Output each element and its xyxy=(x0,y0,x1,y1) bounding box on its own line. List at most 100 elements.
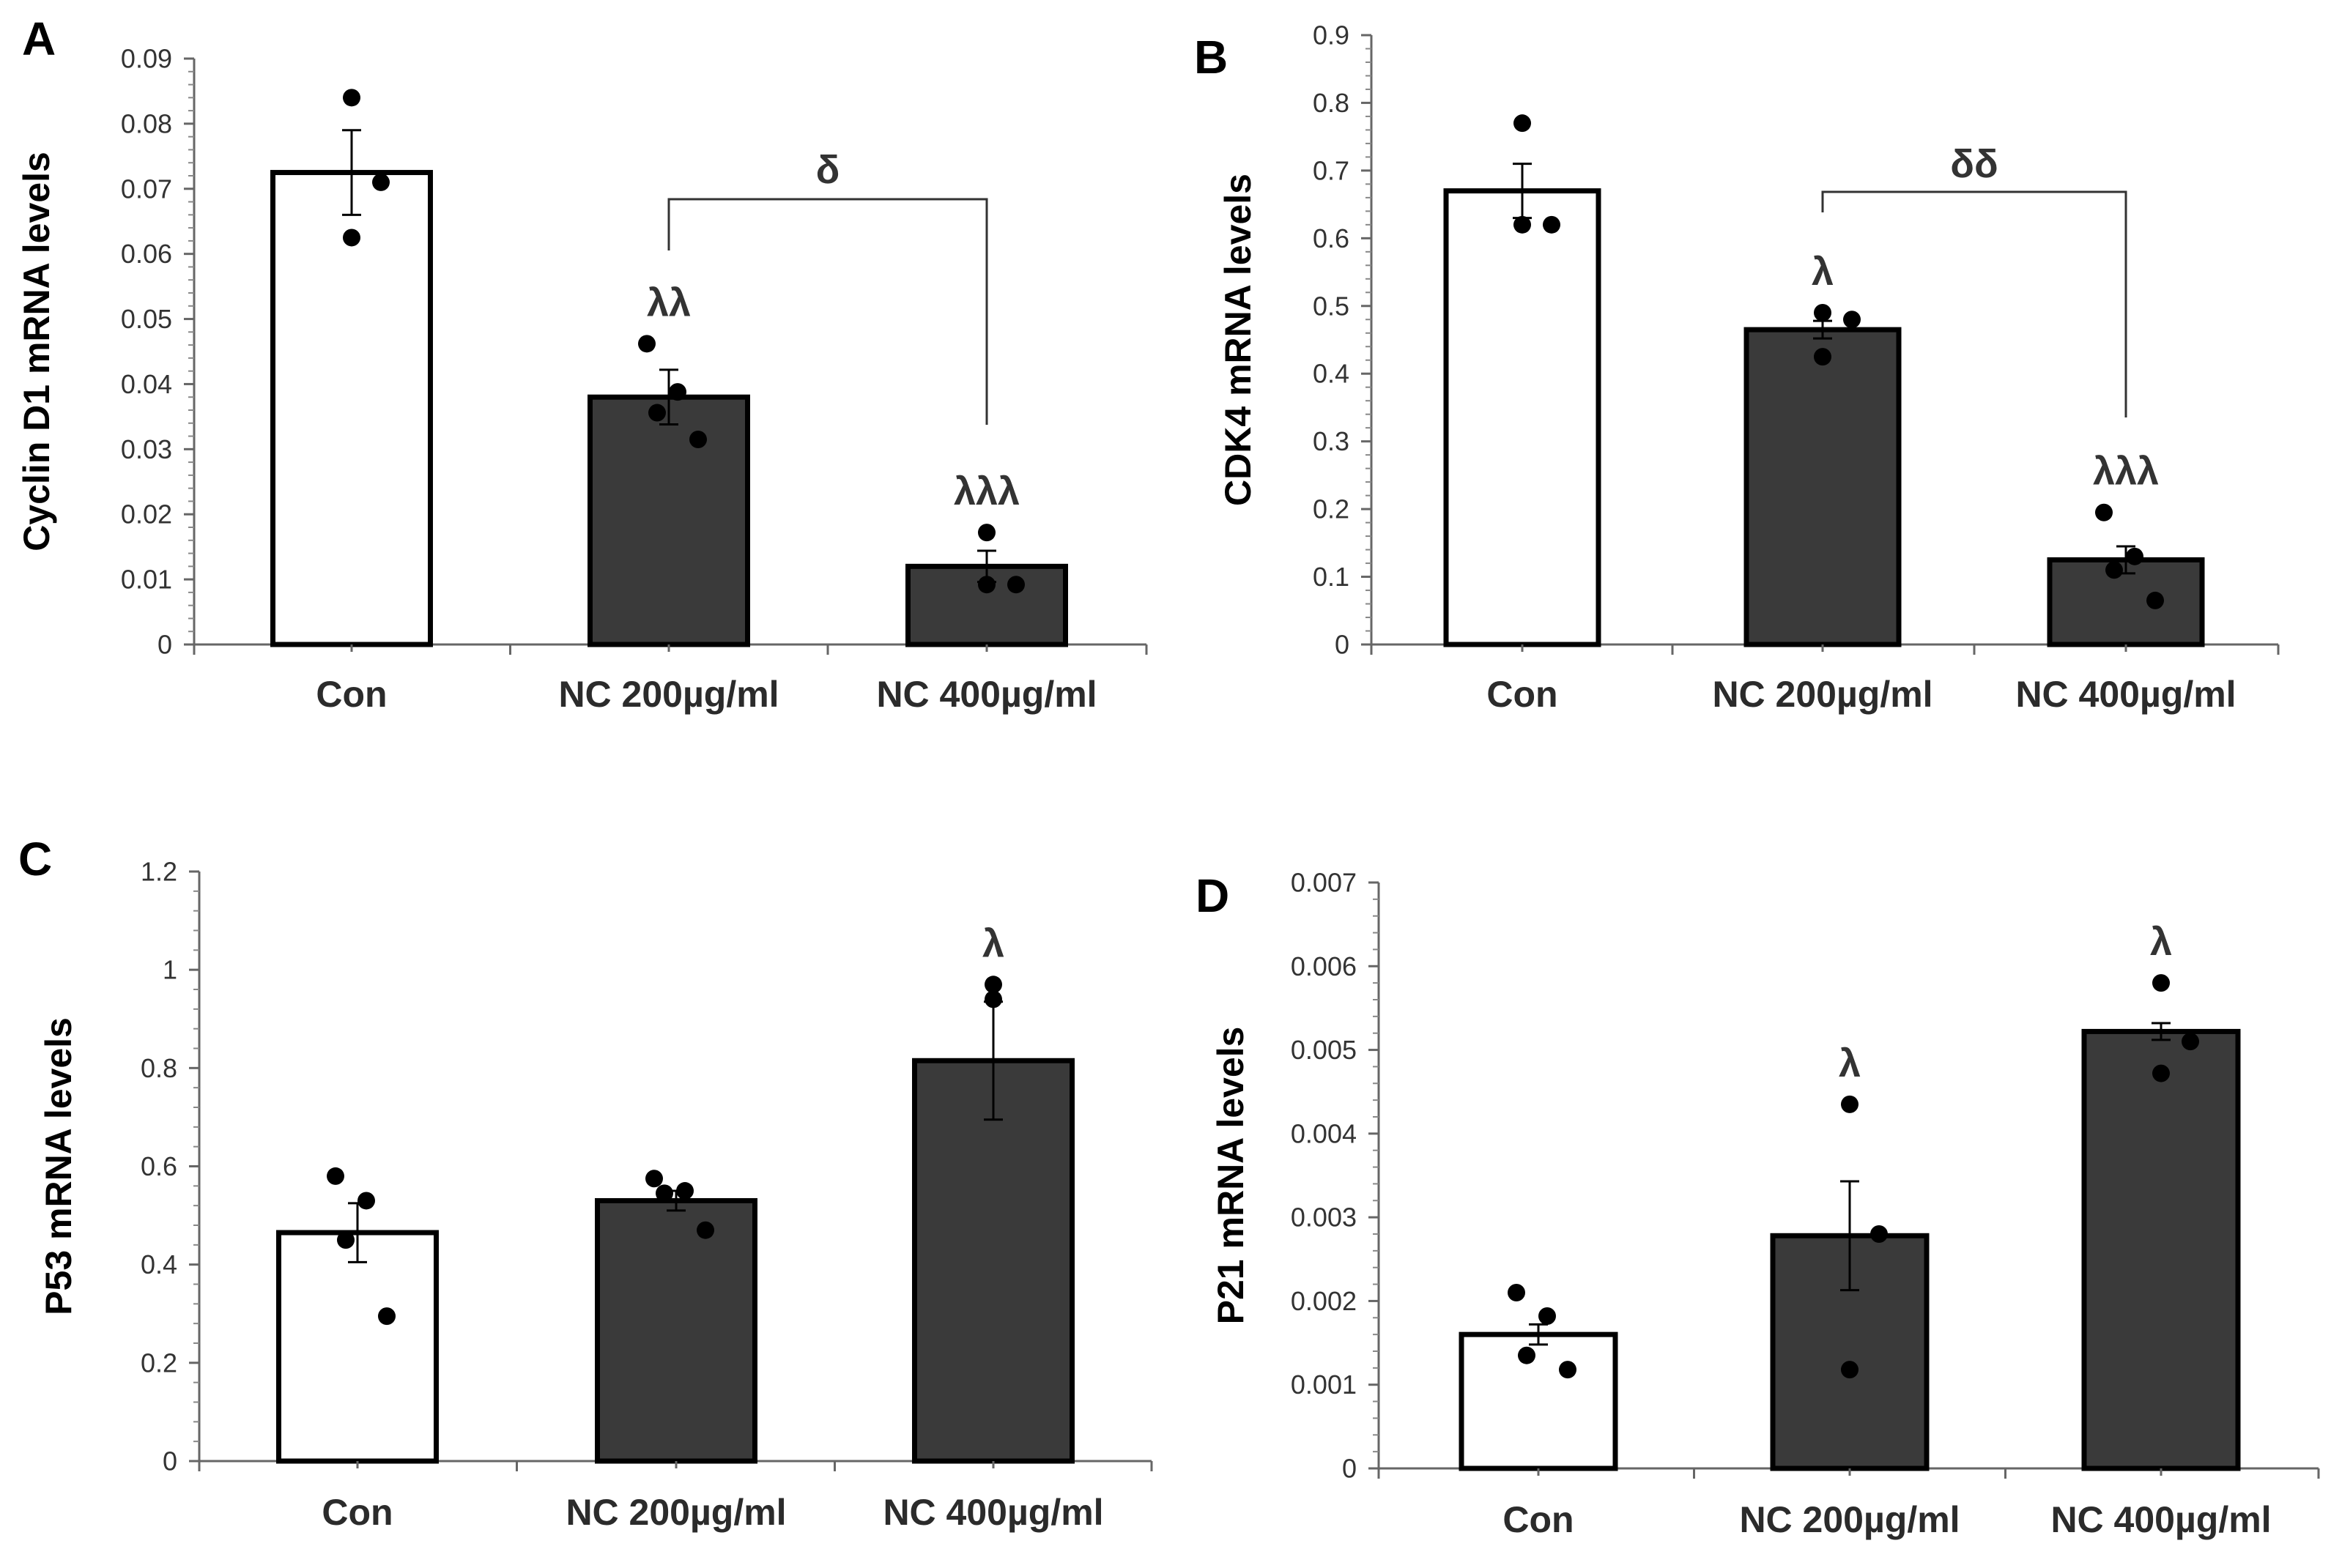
x-category-label: NC 200µg/ml xyxy=(566,1492,786,1533)
data-point xyxy=(1814,304,1831,322)
y-tick-label: 0 xyxy=(158,630,172,660)
data-point xyxy=(978,524,996,542)
panel-letter: D xyxy=(1196,869,1229,922)
y-tick-label: 0.003 xyxy=(1291,1203,1357,1233)
x-category-label: NC 400µg/ml xyxy=(2050,1499,2271,1540)
significance-label: λ xyxy=(1839,1041,1861,1085)
data-point xyxy=(1508,1284,1525,1301)
x-category-label: NC 400µg/ml xyxy=(2015,674,2236,715)
x-category-label: Con xyxy=(1502,1499,1574,1540)
data-point xyxy=(1870,1225,1888,1243)
data-point xyxy=(1543,215,1560,234)
x-category-label: NC 400µg/ml xyxy=(876,674,1097,715)
comparison-bracket xyxy=(667,198,988,425)
y-tick-label: 0.4 xyxy=(1313,359,1349,389)
y-tick-label: 0.6 xyxy=(141,1151,177,1181)
data-point xyxy=(2182,1033,2199,1051)
bar-2 xyxy=(595,1197,757,1464)
y-tick-label: 0 xyxy=(1342,1454,1357,1484)
y-tick-label: 0.7 xyxy=(1313,155,1349,185)
significance-label: λλλ xyxy=(2093,450,2159,494)
data-point xyxy=(1513,215,1531,234)
chart-panel-a: A Cyclin D1 mRNA levels 0 0.01 0.02 0.03 0.04 0… xyxy=(16,12,1148,715)
data-point xyxy=(697,1221,714,1239)
panel-letter: B xyxy=(1194,31,1228,83)
y-tick-label: 0.5 xyxy=(1313,291,1349,321)
bar-1 xyxy=(276,1230,439,1464)
bar-3 xyxy=(912,1058,1075,1464)
y-tick-label: 0 xyxy=(1335,630,1349,660)
bar-3 xyxy=(2081,1028,2241,1471)
data-point xyxy=(985,976,1002,994)
y-axis-label: P21 mRNA levels xyxy=(1210,1027,1251,1325)
data-point xyxy=(1841,1095,1858,1113)
chart-panel-b: B CDK4 mRNA levels 0 0.1 0.2 0.3 0.4 0.5 0.6 0.7 0… xyxy=(1194,21,2280,715)
data-point xyxy=(327,1167,344,1185)
x-category-label: Con xyxy=(1486,674,1557,715)
data-point xyxy=(372,173,390,191)
y-tick-label: 0.8 xyxy=(1313,88,1349,118)
data-point xyxy=(676,1182,694,1200)
y-tick-label: 1.2 xyxy=(141,857,177,887)
data-point xyxy=(2152,1064,2170,1082)
data-point xyxy=(2152,974,2170,992)
y-tick-label: 0.06 xyxy=(121,239,172,269)
y-tick-label: 0.002 xyxy=(1291,1286,1357,1316)
y-tick-label: 0.1 xyxy=(1313,562,1349,592)
data-point xyxy=(1513,114,1531,133)
chart-panel-c: C P53 mRNA levels 0 0.2 0.4 0.6 0.8 1 1.2 Con NC 2… xyxy=(18,833,1153,1533)
x-category-label: NC 400µg/ml xyxy=(883,1492,1103,1533)
y-tick-label: 0.6 xyxy=(1313,223,1349,253)
bar-2 xyxy=(1743,327,1902,647)
data-point xyxy=(1007,576,1025,594)
y-tick-label: 0.8 xyxy=(141,1053,177,1083)
data-point xyxy=(343,228,360,247)
data-point xyxy=(638,335,656,353)
data-point xyxy=(337,1231,355,1249)
chart-panel-d: D P21 mRNA levels 0 0.001 0.002 0.003 0.004 0.0… xyxy=(1196,868,2320,1540)
bar-2 xyxy=(588,394,750,647)
data-point xyxy=(978,576,996,594)
significance-label: λ xyxy=(2150,920,2172,964)
y-tick-label: 0.9 xyxy=(1313,21,1349,51)
significance-label: λ xyxy=(982,921,1004,965)
y-tick-label: 0.09 xyxy=(121,44,172,74)
y-tick-label: 0.007 xyxy=(1291,868,1357,898)
data-point xyxy=(648,404,666,422)
data-point xyxy=(2095,503,2113,521)
y-axis-label: P53 mRNA levels xyxy=(38,1017,79,1315)
bracket-label: δ xyxy=(816,148,840,192)
y-tick-label: 0.04 xyxy=(121,369,172,399)
y-tick-label: 0.004 xyxy=(1291,1118,1357,1148)
data-point xyxy=(378,1307,396,1326)
y-tick-label: 0.05 xyxy=(121,304,172,334)
data-point xyxy=(357,1192,375,1210)
x-category-label: NC 200µg/ml xyxy=(1739,1499,1960,1540)
y-tick-label: 0.02 xyxy=(121,499,172,530)
data-point xyxy=(1814,348,1831,366)
x-category-label: NC 200µg/ml xyxy=(558,674,779,715)
y-tick-label: 0.2 xyxy=(141,1348,177,1378)
significance-label: λλ xyxy=(647,280,691,324)
y-tick-label: 0.07 xyxy=(121,174,172,204)
panel-letter: C xyxy=(18,833,52,885)
y-axis-label: Cyclin D1 mRNA levels xyxy=(16,152,57,551)
data-point xyxy=(2126,547,2143,565)
data-point xyxy=(669,383,686,401)
y-tick-label: 0.001 xyxy=(1291,1370,1357,1400)
y-tick-label: 0.006 xyxy=(1291,951,1357,981)
x-category-label: Con xyxy=(322,1492,393,1533)
data-point xyxy=(1518,1346,1535,1364)
y-tick-label: 0.03 xyxy=(121,434,172,464)
data-point xyxy=(656,1184,673,1203)
data-point xyxy=(689,431,707,448)
panel-letter: A xyxy=(22,12,56,65)
y-tick-label: 0.4 xyxy=(141,1249,177,1279)
bar-1 xyxy=(1443,188,1601,647)
y-axis-label: CDK4 mRNA levels xyxy=(1218,174,1259,506)
x-category-label: Con xyxy=(316,674,387,715)
data-point xyxy=(2146,591,2164,609)
data-point xyxy=(2105,561,2123,579)
bar-1 xyxy=(1459,1331,1618,1471)
